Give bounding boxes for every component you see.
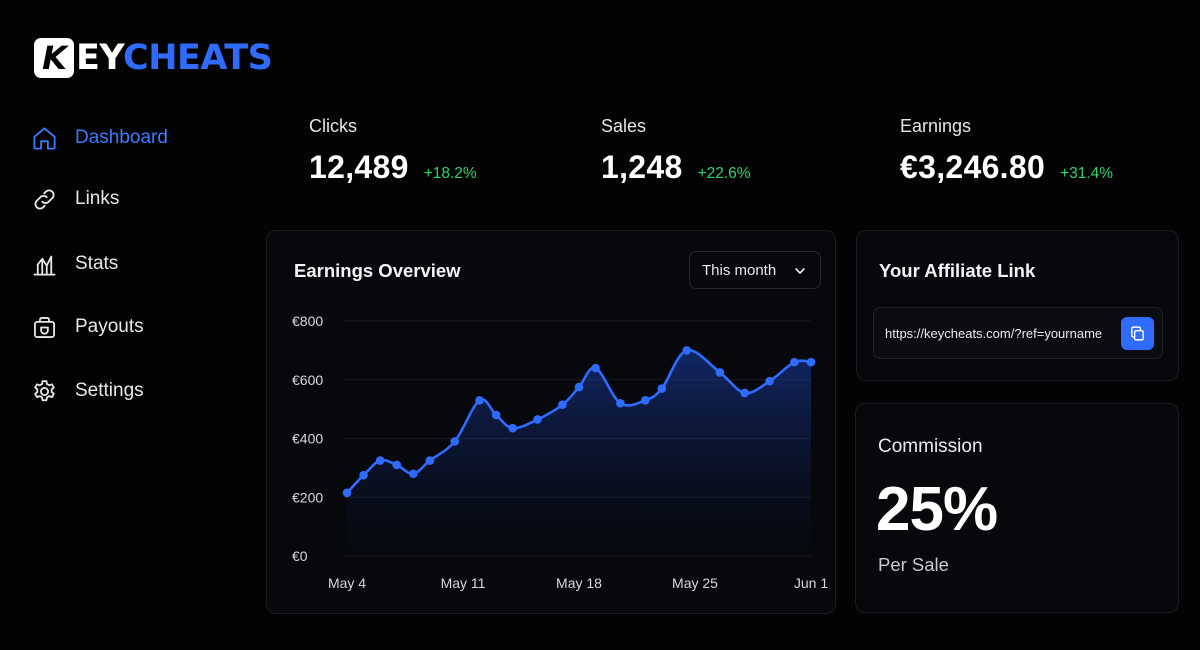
data-point <box>475 396 484 405</box>
data-point <box>657 384 667 393</box>
data-point <box>806 357 816 367</box>
data-point <box>558 400 567 410</box>
stat-value: €3,246.80 <box>900 149 1046 185</box>
card-title: Your Affiliate Link <box>879 260 1036 281</box>
sidebar-item-label: Payouts <box>75 316 144 337</box>
wallet-icon <box>30 313 58 341</box>
sidebar-item-label: Dashboard <box>75 127 168 148</box>
data-point <box>508 423 518 433</box>
logo-mark: K <box>34 38 74 78</box>
period-select-value: This month <box>702 261 777 279</box>
x-tick-label: Jun 1 <box>794 575 828 591</box>
y-tick-label: €200 <box>292 489 323 505</box>
card-title: Earnings Overview <box>294 260 461 281</box>
x-tick-label: May 4 <box>328 575 366 591</box>
y-tick-label: €400 <box>292 431 323 447</box>
link-icon <box>30 185 58 213</box>
copy-button[interactable] <box>1121 317 1154 350</box>
sidebar-item-dashboard[interactable]: Dashboard <box>30 120 240 156</box>
sidebar-item-label: Links <box>75 188 120 209</box>
chevron-down-icon <box>795 268 805 274</box>
y-tick-label: €0 <box>292 548 308 564</box>
data-point <box>574 382 584 392</box>
sidebar-item-links[interactable]: Links <box>30 181 240 217</box>
sidebar-item-settings[interactable]: Settings <box>30 373 240 409</box>
x-tick-label: May 18 <box>556 575 602 591</box>
data-point <box>359 470 368 480</box>
affiliate-link-field[interactable]: https://keycheats.com/?ref=yourname <box>873 307 1163 359</box>
commission-sub: Per Sale <box>878 554 949 575</box>
sidebar-item-label: Settings <box>75 380 144 401</box>
data-point <box>765 376 774 386</box>
x-tick-label: May 25 <box>672 575 718 591</box>
commission-value: 25% <box>876 475 998 544</box>
stat-label: Clicks <box>309 116 357 136</box>
copy-icon <box>1131 326 1144 341</box>
affiliate-link-card: Your Affiliate Link https://keycheats.co… <box>856 230 1179 381</box>
y-tick-label: €800 <box>292 313 323 329</box>
commission-label: Commission <box>878 436 983 457</box>
data-point <box>616 398 625 408</box>
stat-clicks: Clicks 12,489 +18.2% <box>309 116 477 186</box>
data-point <box>682 346 692 355</box>
data-point <box>640 396 650 405</box>
data-point <box>591 363 600 373</box>
stat-earnings: Earnings €3,246.80 +31.4% <box>900 116 1113 186</box>
data-point <box>450 437 460 446</box>
stat-value: 12,489 <box>309 149 409 185</box>
logo-wordmark-accent: CHEATS <box>123 38 273 78</box>
data-point <box>375 456 385 465</box>
sidebar-item-stats[interactable]: Stats <box>30 246 240 282</box>
data-point <box>491 410 501 420</box>
period-select[interactable]: This month <box>689 251 821 289</box>
data-point <box>715 368 725 377</box>
earnings-overview-card: €0 €200 €400 €600 €800 May 4 May 11 May 18 May 2… <box>266 230 836 614</box>
commission-card: Commission 25% Per Sale <box>855 403 1179 613</box>
stat-change: +31.4% <box>1060 165 1114 182</box>
data-point <box>392 460 402 470</box>
stat-change: +22.6% <box>697 165 751 182</box>
logo-wordmark-part: EY <box>76 38 124 78</box>
y-tick-label: €600 <box>292 372 323 388</box>
brand-logo[interactable]: K EYCHEATS <box>34 38 273 78</box>
stat-sales: Sales 1,248 +22.6% <box>601 116 751 186</box>
stat-label: Sales <box>601 116 647 136</box>
stat-change: +18.2% <box>423 165 477 182</box>
sidebar-item-label: Stats <box>75 253 119 274</box>
x-tick-label: May 11 <box>441 575 486 591</box>
stat-label: Earnings <box>900 116 972 136</box>
stats-icon <box>30 250 58 278</box>
earnings-area <box>347 350 811 556</box>
gear-icon <box>30 377 58 405</box>
affiliate-url: https://keycheats.com/?ref=yourname <box>885 325 1103 341</box>
home-icon <box>30 124 58 152</box>
data-point <box>790 357 799 367</box>
data-point <box>342 488 352 498</box>
data-point <box>408 469 418 479</box>
data-point <box>533 415 542 424</box>
data-point <box>425 456 435 465</box>
logo-wordmark: EYCHEATS <box>76 38 273 78</box>
earnings-chart: €0 €200 €400 €600 €800 May 4 May 11 May 18 May 2… <box>292 313 828 591</box>
data-point <box>740 388 750 398</box>
stat-value: 1,248 <box>601 149 683 185</box>
sidebar-item-payouts[interactable]: Payouts <box>30 309 240 345</box>
